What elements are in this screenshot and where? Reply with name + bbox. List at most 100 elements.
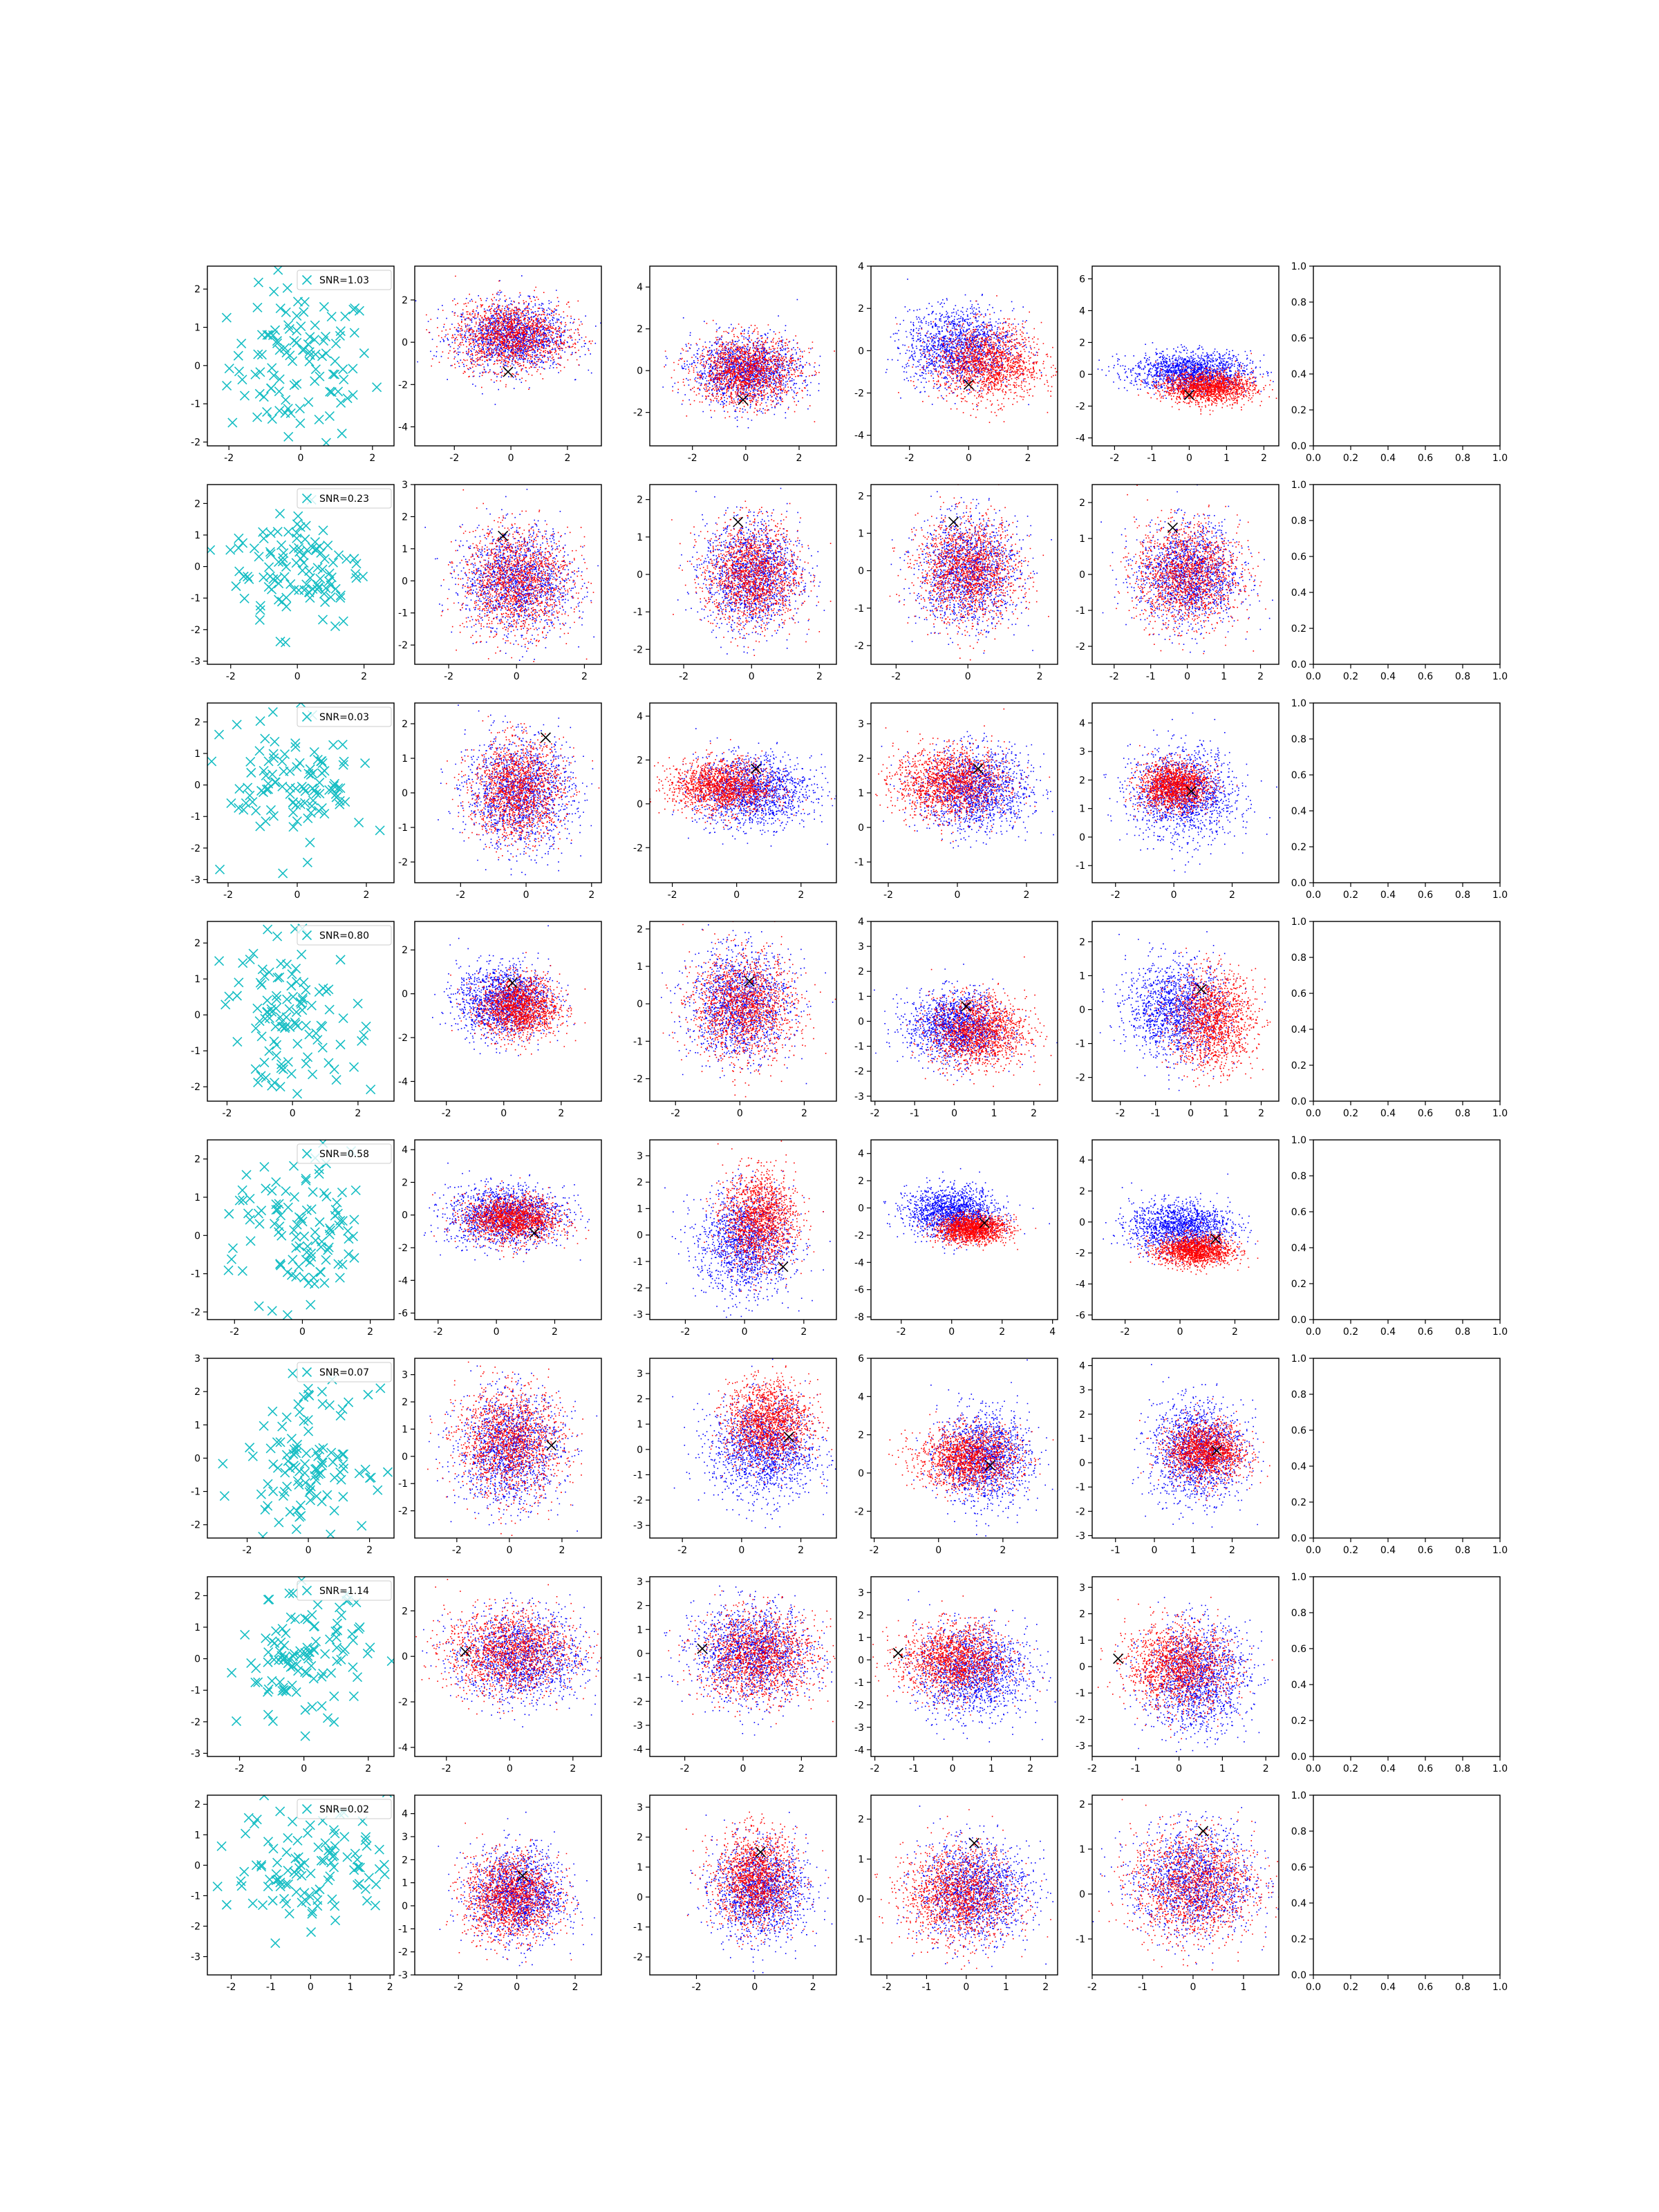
sample-point xyxy=(330,370,339,379)
sample-point xyxy=(320,1279,329,1288)
plot-area xyxy=(424,1163,612,1262)
y-tick-label: 0 xyxy=(402,1452,408,1463)
y-tick-label: -2 xyxy=(398,1947,408,1958)
red-points xyxy=(890,484,1077,660)
sample-point xyxy=(275,509,284,518)
x-tick-label: 0.0 xyxy=(1306,1545,1321,1556)
y-tick-label: 1 xyxy=(402,1878,408,1889)
sample-point xyxy=(275,375,284,384)
sample-point xyxy=(255,615,264,624)
y-tick-label: -4 xyxy=(854,431,864,442)
panel-r0-c1: -2 0 2-4-202 xyxy=(398,266,606,464)
y-tick-label: 1 xyxy=(402,544,408,555)
sample-point xyxy=(379,1860,388,1869)
sample-point xyxy=(268,1716,277,1725)
sample-point xyxy=(242,1170,251,1179)
y-tick-label: -2 xyxy=(633,1696,643,1707)
sample-point xyxy=(272,1178,281,1187)
y-tick-label: -2 xyxy=(633,1074,643,1085)
reference-marker xyxy=(744,977,754,986)
x-tick-label: 1.0 xyxy=(1492,453,1508,464)
sample-point xyxy=(310,335,319,344)
red-points xyxy=(668,1591,863,1725)
y-tick-label: 0 xyxy=(637,799,643,810)
x-tick-label: -2 xyxy=(1116,1108,1125,1119)
y-tick-label: 0 xyxy=(1079,832,1085,843)
sample-point xyxy=(344,1226,353,1235)
sample-point xyxy=(223,381,232,390)
y-tick-label: -2 xyxy=(1076,1248,1085,1259)
blue-points xyxy=(1100,485,1273,653)
sample-point xyxy=(336,784,345,793)
plot-area xyxy=(664,1117,830,1318)
sample-point xyxy=(218,1459,227,1468)
sample-point xyxy=(245,1443,254,1452)
x-tick-label: 0 xyxy=(1171,890,1177,901)
x-tick-label: 0 xyxy=(740,1763,747,1774)
sample-point xyxy=(317,1672,326,1681)
x-tick-label: 0.8 xyxy=(1455,1982,1470,1993)
panel-r1-c5: 0.0 0.2 0.4 0.6 0.8 1.00.00.20.40.60.81.0 xyxy=(1291,480,1508,682)
blue-points xyxy=(1104,713,1297,872)
y-tick-label: 1.0 xyxy=(1291,1353,1306,1365)
sample-point xyxy=(293,1836,302,1845)
x-tick-label: 2 xyxy=(361,671,367,682)
sample-point xyxy=(250,544,259,553)
axes-frame xyxy=(871,1577,1058,1756)
sample-point xyxy=(330,1902,339,1911)
axes-frame xyxy=(415,921,601,1101)
reference-marker xyxy=(507,978,517,988)
y-tick-label: 2 xyxy=(194,1154,200,1165)
sample-point xyxy=(280,1641,289,1650)
blue-points xyxy=(897,1806,1075,1967)
y-tick-label: 0 xyxy=(858,566,864,577)
sample-point xyxy=(233,1038,242,1047)
plot-area xyxy=(883,1168,1050,1255)
y-tick-label: 0 xyxy=(402,989,408,1000)
sample-point xyxy=(330,1065,339,1074)
sample-point xyxy=(303,1053,312,1062)
sample-point xyxy=(281,308,290,317)
sample-point xyxy=(283,1456,292,1465)
y-tick-label: 2 xyxy=(1079,1799,1085,1810)
x-tick-label: 0.0 xyxy=(1306,1327,1321,1338)
y-tick-label: 1 xyxy=(402,1424,408,1435)
red-points xyxy=(888,1412,1060,1502)
sample-point xyxy=(298,566,307,575)
plot-area xyxy=(1098,1576,1292,1752)
sample-point xyxy=(303,1828,312,1837)
x-tick-label: -2 xyxy=(444,671,453,682)
x-tick-label: 2 xyxy=(366,1545,373,1556)
x-tick-label: -2 xyxy=(692,1982,702,1993)
sample-point xyxy=(382,1788,391,1797)
sample-point xyxy=(246,757,255,766)
plot-area xyxy=(215,924,375,1098)
legend: SNR=0.07 xyxy=(297,1362,391,1382)
sample-point xyxy=(288,1817,297,1826)
x-tick-label: 0.8 xyxy=(1455,453,1470,464)
sample-point xyxy=(257,1032,266,1041)
sample-point xyxy=(353,1673,362,1682)
sample-point xyxy=(245,1194,254,1203)
y-tick-label: -1 xyxy=(1076,1039,1085,1050)
y-tick-label: -3 xyxy=(633,1309,643,1320)
sample-point xyxy=(359,348,368,357)
x-tick-label: 0.2 xyxy=(1343,1108,1358,1119)
sample-point xyxy=(321,349,330,358)
y-tick-label: -3 xyxy=(633,1721,643,1732)
sample-point xyxy=(232,1716,241,1725)
sample-point xyxy=(355,1469,364,1478)
y-tick-label: 1 xyxy=(402,753,408,765)
y-tick-label: 0.2 xyxy=(1291,1716,1306,1727)
y-tick-label: 0.8 xyxy=(1291,953,1306,964)
y-tick-label: -1 xyxy=(633,1922,643,1933)
x-tick-label: 1 xyxy=(988,1763,995,1774)
sample-point xyxy=(318,615,327,624)
y-tick-label: 3 xyxy=(637,1802,643,1813)
x-tick-label: 2 xyxy=(1229,1545,1235,1556)
sample-point xyxy=(227,798,236,807)
y-tick-label: 2 xyxy=(637,1394,643,1405)
sample-point xyxy=(268,415,276,424)
